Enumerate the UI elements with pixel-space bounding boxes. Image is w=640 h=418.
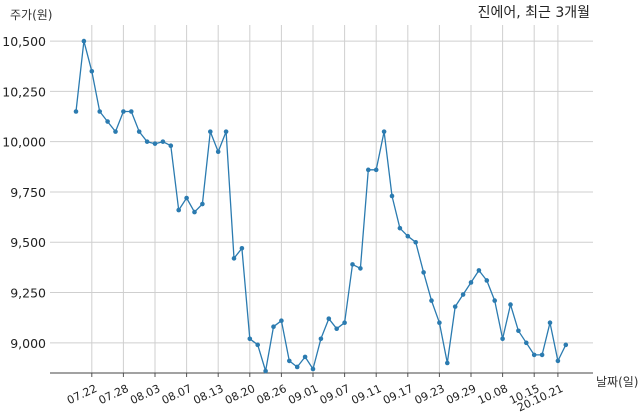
- data-point: [437, 320, 442, 326]
- data-point: [555, 358, 561, 364]
- y-axis-label: 주가(원): [10, 8, 52, 22]
- data-point: [223, 129, 229, 134]
- data-point: [144, 139, 150, 144]
- data-point: [366, 167, 371, 173]
- x-tick-label: 09.11: [349, 382, 383, 407]
- data-point: [152, 141, 158, 146]
- data-point: [421, 270, 426, 275]
- data-point: [405, 233, 411, 239]
- x-tick-label: 07.22: [65, 382, 99, 407]
- data-point: [524, 340, 529, 346]
- data-point: [452, 304, 458, 309]
- data-point: [413, 239, 419, 245]
- data-point: [208, 129, 213, 134]
- data-point: [429, 298, 434, 303]
- grid-layer: [50, 25, 593, 373]
- data-point: [255, 342, 260, 348]
- data-point: [334, 326, 340, 332]
- data-point: [263, 368, 268, 374]
- data-point: [105, 119, 110, 124]
- data-point: [287, 358, 292, 364]
- data-point: [389, 193, 395, 199]
- data-point: [381, 129, 387, 134]
- x-tick-label: 08.07: [160, 382, 194, 407]
- data-point: [350, 262, 355, 267]
- data-point: [516, 328, 521, 334]
- data-point: [192, 209, 197, 215]
- y-tick-label: 10,000: [2, 135, 46, 150]
- data-point: [294, 364, 300, 370]
- data-point: [539, 352, 545, 358]
- chart-title: 진에어, 최근 3개월: [478, 5, 590, 21]
- x-tick-label: 09.01: [286, 382, 320, 407]
- data-point: [326, 316, 332, 321]
- data-point: [168, 143, 174, 148]
- data-point: [129, 109, 134, 114]
- data-point: [460, 292, 466, 297]
- data-point: [547, 320, 553, 326]
- data-point: [247, 336, 253, 342]
- data-point: [310, 366, 316, 372]
- price-line: [75, 40, 567, 372]
- x-tick-label: 08.13: [191, 382, 225, 407]
- data-point: [73, 109, 79, 114]
- data-point: [302, 354, 308, 360]
- data-point: [397, 225, 403, 231]
- data-point: [184, 195, 189, 201]
- data-point: [373, 167, 379, 173]
- x-tick-label: 09.17: [381, 382, 415, 407]
- x-tick-label: 09.07: [318, 382, 352, 407]
- data-point: [492, 298, 498, 303]
- y-tick-label: 9,500: [10, 235, 46, 250]
- x-tick-label: 10.08: [476, 382, 510, 407]
- data-point: [342, 320, 347, 326]
- y-tick-label: 9,250: [10, 286, 46, 301]
- x-axis-label: 날짜(일): [596, 375, 638, 389]
- data-point: [484, 278, 490, 283]
- data-point: [200, 201, 205, 207]
- data-point: [279, 318, 284, 323]
- data-point: [500, 336, 505, 342]
- data-point: [563, 342, 569, 348]
- data-point: [239, 245, 245, 251]
- data-point: [215, 149, 221, 155]
- x-tick-label: 09.23: [413, 382, 447, 407]
- data-point: [531, 352, 537, 358]
- data-point: [89, 68, 95, 74]
- data-point: [508, 302, 513, 307]
- x-tick-label: 09.29: [444, 382, 478, 407]
- x-tick-label: 08.26: [255, 382, 289, 407]
- data-point: [476, 268, 482, 273]
- data-point: [160, 139, 166, 144]
- data-point: [176, 207, 181, 213]
- y-tick-label: 10,250: [2, 84, 46, 99]
- data-point: [113, 129, 118, 134]
- x-tick-label: 08.03: [128, 382, 162, 407]
- data-point: [231, 256, 237, 261]
- data-point: [97, 109, 102, 114]
- data-point: [468, 280, 474, 285]
- data-point: [318, 336, 324, 342]
- data-point: [445, 360, 450, 366]
- data-point: [136, 129, 142, 134]
- x-tick-label: 07.28: [97, 382, 131, 407]
- y-tick-label: 10,500: [2, 34, 46, 49]
- data-point: [121, 109, 126, 114]
- series-layer: [73, 38, 569, 374]
- data-point: [271, 324, 276, 330]
- data-point: [81, 38, 87, 44]
- x-tick-label: 08.20: [223, 382, 257, 407]
- y-tick-label: 9,000: [10, 336, 46, 351]
- y-tick-label: 9,750: [10, 185, 46, 200]
- data-point: [358, 266, 363, 271]
